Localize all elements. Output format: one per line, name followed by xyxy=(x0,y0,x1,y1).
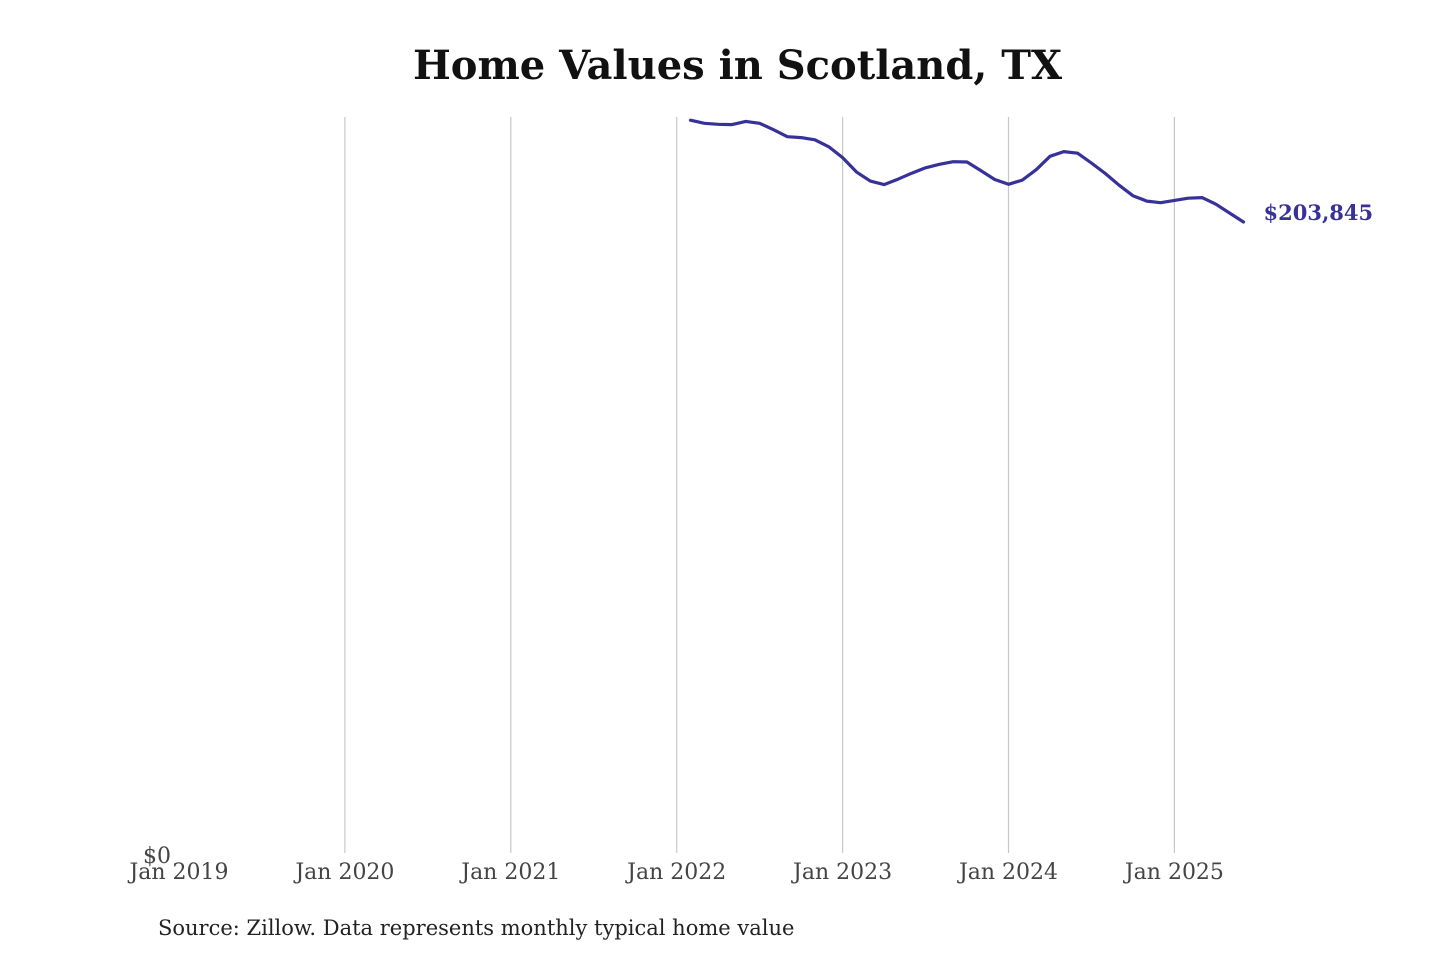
x-tick-label: Jan 2023 xyxy=(791,860,892,885)
gridlines xyxy=(344,117,1176,853)
source-note: Source: Zillow. Data represents monthly … xyxy=(158,916,795,940)
x-tick-label: Jan 2019 xyxy=(127,860,228,885)
y-tick-label: $0 xyxy=(143,844,171,869)
x-tick-label: Jan 2022 xyxy=(625,860,726,885)
x-tick-label: Jan 2020 xyxy=(293,860,394,885)
x-tick-label: Jan 2021 xyxy=(459,860,560,885)
end-value-label: $203,845 xyxy=(1264,200,1374,225)
series-layer xyxy=(688,118,1246,224)
labels-layer: Jan 2019 Jan 2020 Jan 2021 Jan 2022 Jan 2023… xyxy=(127,200,1373,885)
chart-title: Home Values in Scotland, TX xyxy=(412,42,1063,89)
x-tick-label: Jan 2025 xyxy=(1123,860,1224,885)
series-line xyxy=(688,118,1246,224)
x-tick-label: Jan 2024 xyxy=(957,860,1058,885)
